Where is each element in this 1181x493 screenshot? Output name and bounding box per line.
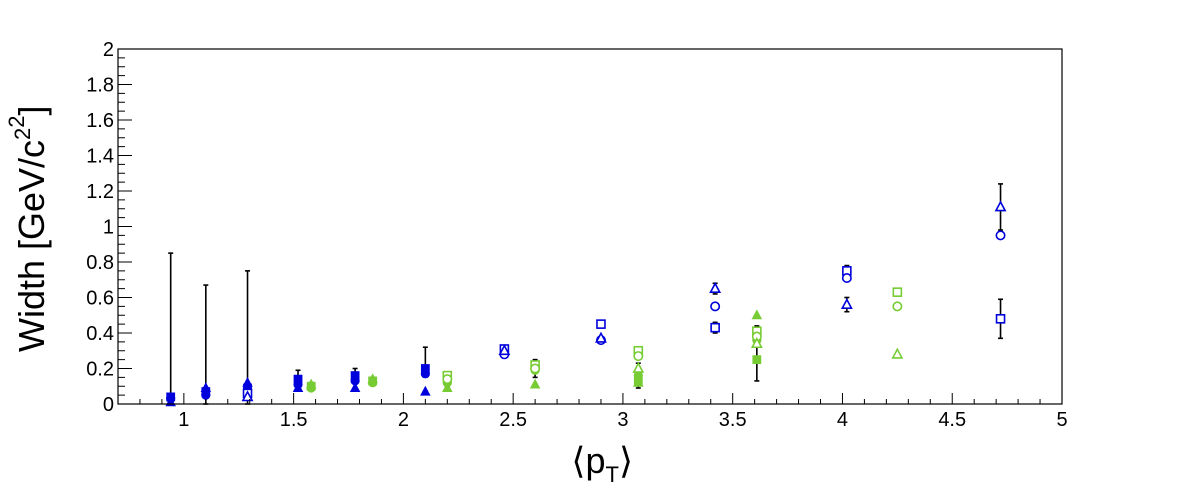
open-green-circle-marker — [892, 301, 903, 312]
y-tick-label: 1.6 — [86, 110, 114, 132]
filled-blue-circle-marker — [201, 390, 211, 400]
y-tick-label: 1.8 — [86, 75, 114, 97]
y-tick-label: 0 — [103, 394, 114, 416]
x-tick-label: 4.5 — [938, 409, 966, 431]
data-marks — [165, 183, 1007, 407]
filled-green-triangle-marker — [305, 378, 317, 389]
open-green-triangle-marker — [891, 347, 904, 359]
open-blue-triangle-marker — [994, 200, 1007, 212]
open-green-circle-marker — [442, 374, 453, 385]
open-blue-triangle-marker — [498, 344, 511, 356]
y-tick-label: 0.2 — [86, 359, 114, 381]
y-tick-label: 2 — [103, 39, 114, 61]
filled-blue-triangle-marker — [292, 382, 304, 393]
y-axis-title-end: ] — [11, 105, 52, 115]
y-axis-title-main: Width [GeV/c — [11, 140, 52, 352]
y-axis-title-sup-2: 2 — [4, 115, 29, 127]
axis-ticks — [118, 48, 1063, 405]
x-tick-label: 3.5 — [719, 409, 747, 431]
open-blue-circle-marker — [841, 272, 852, 283]
open-blue-circle-marker — [995, 230, 1006, 241]
open-green-circle-marker — [530, 363, 541, 374]
filled-green-triangle-marker — [751, 309, 763, 320]
open-green-triangle-marker — [632, 361, 645, 373]
filled-blue-triangle-marker — [349, 382, 361, 393]
tick-labels: 1 1.5 2 2.5 3 3.5 4 4.5 5 0 0.2 0.4 0.6 0.8 1 1.2 1.4 1.6… — [86, 39, 1067, 431]
x-tick-label: 3 — [617, 409, 628, 431]
x-axis-title: ⟨pT⟩ — [571, 440, 633, 487]
y-tick-label: 0.4 — [86, 323, 114, 345]
filled-blue-triangle-marker — [420, 385, 431, 396]
filled-green-triangle-marker — [367, 373, 378, 384]
y-tick-label: 1.2 — [86, 181, 114, 203]
filled-blue-triangle-marker — [200, 382, 212, 393]
y-tick-label: 1 — [103, 217, 114, 239]
x-tick-label: 1 — [178, 409, 189, 431]
y-axis-title-sup-1: 2 — [10, 128, 35, 140]
open-green-triangle-marker — [750, 336, 763, 349]
x-axis-title-subscript: T — [606, 462, 619, 487]
open-blue-square-marker — [710, 322, 720, 333]
open-blue-circle-marker — [710, 301, 721, 312]
filled-green-triangle-marker — [529, 378, 541, 389]
open-green-circle-marker — [633, 351, 644, 362]
filled-green-square-marker — [752, 355, 762, 365]
x-tick-label: 4 — [837, 409, 848, 431]
y-tick-label: 0.6 — [86, 288, 114, 310]
x-axis-title-end: ⟩ — [619, 440, 633, 481]
x-tick-label: 2 — [398, 409, 409, 431]
open-blue-triangle-marker — [595, 331, 607, 343]
filled-green-triangle-marker — [442, 382, 453, 393]
y-tick-label: 0.8 — [86, 252, 114, 274]
filled-green-triangle-marker — [633, 376, 644, 387]
x-tick-label: 1.5 — [280, 409, 308, 431]
open-blue-triangle-marker — [840, 297, 853, 310]
open-blue-triangle-marker — [709, 281, 722, 294]
open-blue-square-marker — [995, 313, 1006, 324]
open-blue-triangle-marker — [241, 390, 254, 402]
open-blue-square-marker — [596, 319, 606, 329]
y-tick-label: 1.4 — [86, 146, 114, 168]
filled-blue-triangle-marker — [242, 376, 253, 387]
x-axis-title-main: ⟨p — [571, 440, 605, 481]
x-tick-label: 2.5 — [499, 409, 527, 431]
open-green-square-marker — [892, 287, 903, 297]
x-tick-label: 5 — [1056, 409, 1067, 431]
y-axis-title: Width [GeV/c22] — [4, 105, 52, 352]
filled-blue-circle-marker — [420, 369, 430, 379]
